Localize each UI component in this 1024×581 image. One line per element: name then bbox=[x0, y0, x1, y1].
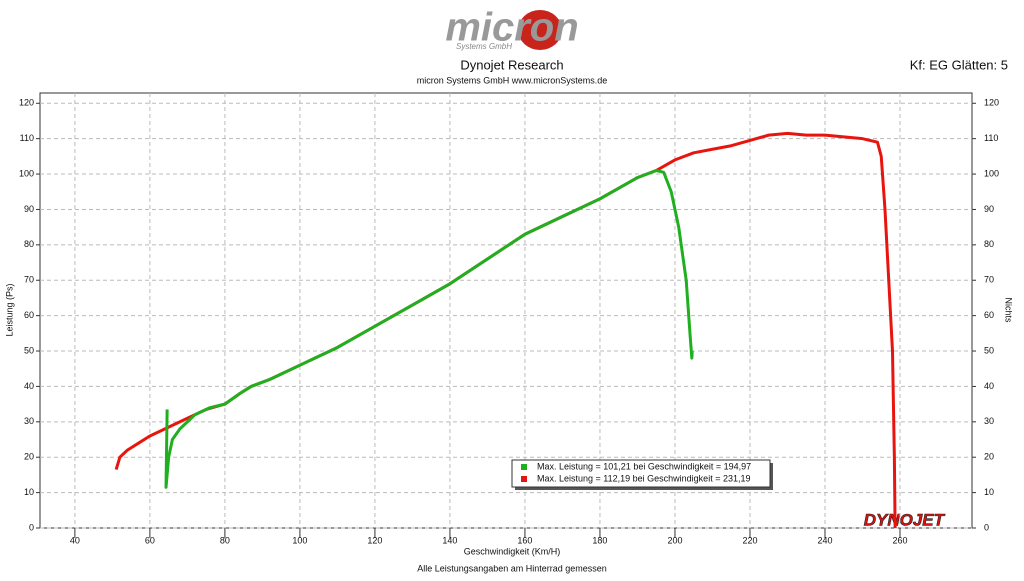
y-axis-label: Leistung (Ps) bbox=[4, 283, 14, 336]
x-tick-label: 240 bbox=[817, 535, 832, 545]
x-tick-label: 200 bbox=[667, 535, 682, 545]
x-tick-label: 80 bbox=[220, 535, 230, 545]
y2-tick-label: 100 bbox=[984, 168, 999, 178]
x-tick-label: 120 bbox=[367, 535, 382, 545]
y-tick-label: 80 bbox=[24, 239, 34, 249]
x-tick-label: 60 bbox=[145, 535, 155, 545]
x-tick-label: 100 bbox=[292, 535, 307, 545]
y2-tick-label: 40 bbox=[984, 381, 994, 391]
x-tick-label: 40 bbox=[70, 535, 80, 545]
y-tick-label: 110 bbox=[20, 133, 34, 143]
y2-tick-label: 20 bbox=[984, 452, 994, 462]
legend-label: Max. Leistung = 101,21 bei Geschwindigke… bbox=[537, 461, 751, 471]
y-tick-label: 90 bbox=[24, 204, 34, 214]
y2-tick-label: 10 bbox=[984, 487, 994, 497]
y2-tick-label: 110 bbox=[984, 133, 998, 143]
series-line bbox=[164, 169, 694, 489]
y-tick-label: 20 bbox=[24, 452, 34, 462]
x-tick-label: 180 bbox=[592, 535, 607, 545]
y2-tick-label: 50 bbox=[984, 345, 994, 355]
y2-tick-label: 90 bbox=[984, 204, 994, 214]
y2-tick-label: 120 bbox=[984, 98, 999, 108]
y-tick-label: 50 bbox=[24, 345, 34, 355]
y-tick-label: 40 bbox=[24, 381, 34, 391]
y-tick-label: 60 bbox=[24, 310, 34, 320]
legend-swatch bbox=[521, 464, 527, 470]
y2-tick-label: 30 bbox=[984, 416, 994, 426]
settings-label: Kf: EG Glätten: 5 bbox=[910, 57, 1008, 72]
y2-tick-label: 60 bbox=[984, 310, 994, 320]
x-tick-label: 160 bbox=[517, 535, 532, 545]
y2-tick-label: 70 bbox=[984, 275, 994, 285]
y2-axis-label: Nichts bbox=[1004, 297, 1014, 323]
legend-swatch bbox=[521, 476, 527, 482]
y-tick-label: 100 bbox=[19, 168, 34, 178]
logo-sub: Systems GmbH bbox=[456, 42, 512, 51]
y-tick-label: 70 bbox=[24, 275, 34, 285]
y2-tick-label: 80 bbox=[984, 239, 994, 249]
x-tick-label: 260 bbox=[892, 535, 907, 545]
footnote: Alle Leistungsangaben am Hinterrad gemes… bbox=[417, 563, 607, 573]
y-tick-label: 0 bbox=[29, 522, 34, 532]
x-tick-label: 220 bbox=[742, 535, 757, 545]
logo: micron bbox=[445, 6, 578, 50]
legend-label: Max. Leistung = 112,19 bei Geschwindigke… bbox=[537, 473, 750, 483]
x-tick-label: 140 bbox=[442, 535, 457, 545]
y-tick-label: 30 bbox=[24, 416, 34, 426]
brand: DYNOJET bbox=[864, 510, 946, 529]
y2-tick-label: 0 bbox=[984, 522, 989, 532]
x-axis-label: Geschwindigkeit (Km/H) bbox=[464, 546, 561, 556]
y-tick-label: 10 bbox=[24, 487, 34, 497]
chart-subtitle: micron Systems GmbH www.micronSystems.de bbox=[417, 75, 608, 85]
legend bbox=[511, 459, 771, 488]
chart-title: Dynojet Research bbox=[460, 57, 563, 72]
logo-mark bbox=[518, 10, 562, 50]
y-tick-label: 120 bbox=[19, 98, 34, 108]
plot-area bbox=[39, 92, 973, 529]
